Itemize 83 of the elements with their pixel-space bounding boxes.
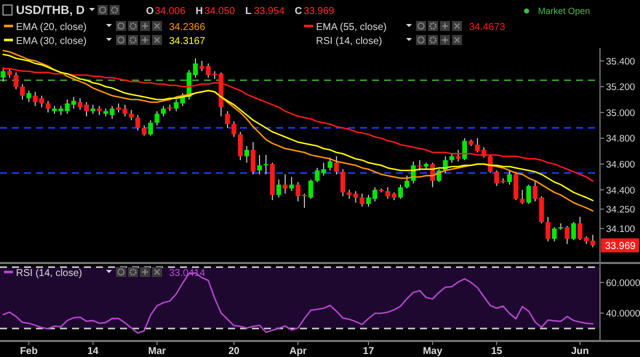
x-tick-label: Mar [148,346,166,357]
x-tick-label: 15 [491,346,503,357]
candlestick [282,174,288,194]
candlestick [264,154,268,175]
candlestick [398,184,403,200]
candlestick [507,170,512,186]
text: Market Open [538,6,590,16]
text: 34.006 [154,6,186,17]
legend-label: RSI (14, close) [16,268,82,279]
text: C [294,6,302,17]
candlestick [46,100,50,113]
candlestick [90,104,96,114]
y-tick-label: 34.250 [606,204,636,216]
y-tick-label: 35.000 [606,108,636,119]
candlestick [0,66,6,82]
candlestick [39,95,44,108]
candlestick [526,184,532,204]
text: 34.3167 [169,36,206,47]
candlestick [276,178,282,198]
candlestick [250,142,256,175]
candlestick [257,154,262,175]
x-tick-label: Apr [289,346,307,357]
y-tick-label: 60.0000 [606,278,640,289]
y-tick-label: 34.800 [606,134,636,145]
candlestick [546,216,550,242]
candlestick [462,138,468,161]
candlestick [346,189,352,200]
candlestick [32,91,38,107]
annotation: 33.0414 [169,268,206,279]
text: H [196,6,203,17]
candlestick [232,120,236,138]
y-tick-label: 40.0000 [606,308,640,320]
line-series [2,68,594,182]
candlestick [404,175,410,190]
y-tick-label: 34.600 [606,160,636,171]
legend-label: EMA (55, close) [316,22,387,33]
candlestick [308,178,314,200]
y-tick-label: 35.200 [606,82,636,94]
text: O [146,6,154,17]
x-tick-label: May [422,346,443,357]
candlestick [135,114,140,132]
x-tick-label: 17 [362,346,374,357]
y-tick-label: 34.400 [606,185,636,196]
candlestick [14,72,18,90]
legend-label: EMA (20, close) [16,22,87,33]
text: 34.2366 [169,22,206,33]
candlestick [148,120,153,136]
x-tick-label: Feb [20,346,38,357]
annotation: 33.969 [605,240,636,252]
text: 34.4673 [469,22,506,33]
legend-label: EMA (30, close) [16,36,87,47]
candlestick [340,168,346,197]
y-tick-label: 35.400 [606,56,636,68]
text: L [245,6,252,17]
candlestick [110,106,115,120]
candlestick [353,190,358,204]
candlestick [328,157,332,171]
x-tick-label: 20 [228,346,240,357]
candlestick [161,106,166,117]
text: RSI (14, close) [316,36,382,47]
text: 34.050 [204,6,236,17]
candlestick [225,110,230,128]
y-tick-label: 34.100 [606,224,636,235]
candlestick [360,193,364,208]
x-tick-label: 14 [87,346,99,357]
x-tick-label: Jun [571,346,589,357]
candlestick [552,226,557,242]
candlestick [244,145,250,164]
candlestick [456,149,461,162]
candlestick [289,176,294,192]
candlestick [26,90,32,103]
candlestick [154,110,160,126]
candlestick [564,225,570,244]
candlestick [334,156,339,175]
text: 33.954 [254,6,286,17]
candlestick [142,124,147,136]
candlestick [20,84,25,100]
chart-title: USD/THB, D [16,3,85,17]
candlestick [571,222,576,241]
candlestick [128,109,134,121]
candlestick [238,131,243,161]
candlestick [96,106,102,116]
text: 33.969 [304,6,335,17]
